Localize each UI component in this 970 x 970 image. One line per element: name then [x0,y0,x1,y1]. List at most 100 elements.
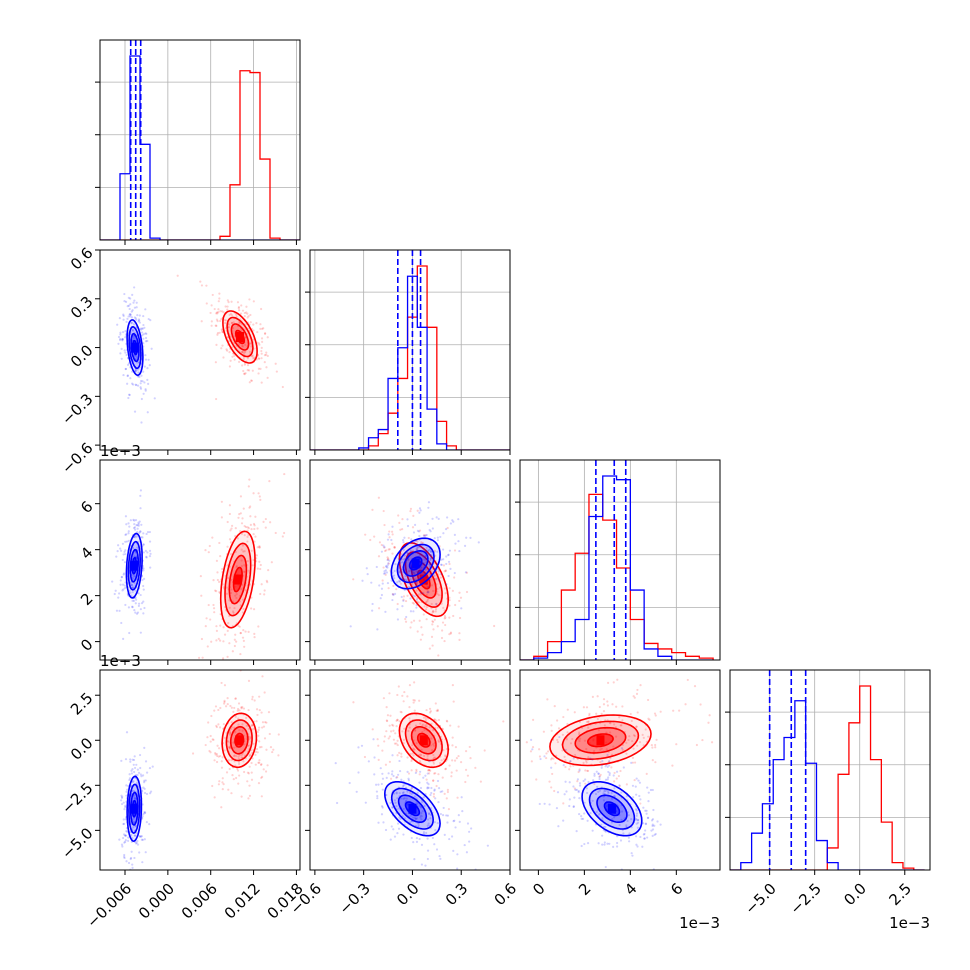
scatter-point [224,319,228,322]
scatter-point [392,584,395,587]
scatter-point [247,485,250,488]
scatter-point [235,566,238,569]
scatter-point [545,752,548,755]
scatter-point [199,280,202,283]
scatter-point [415,742,418,745]
scatter-point [264,721,267,724]
scatter-point [123,292,126,296]
panel-frame [99,459,301,661]
scatter-point [639,684,642,687]
scatter-point [436,726,439,729]
scatter-point [638,741,642,744]
scatter-point [223,318,226,322]
scatter-point [255,747,259,751]
scatter-point [430,556,433,560]
scatter-point [433,744,436,748]
scatter-point [607,770,610,774]
scatter-point [133,755,136,758]
scatter-point [402,833,405,836]
scatter-point [426,818,430,821]
scatter-point [118,838,121,841]
scatter-point [402,598,405,601]
scatter-point [556,719,559,722]
scatter-point [251,369,254,372]
scatter-point [140,379,143,383]
scatter-point [654,746,657,749]
scatter-point [138,531,141,534]
scatter-point [137,524,140,527]
scatter-point [413,681,416,684]
scatter-point [450,771,453,774]
scatter-point [578,769,581,772]
scatter-point [415,570,418,573]
scatter-point [563,793,566,796]
scatter-point [564,780,567,783]
scatter-point [410,787,414,790]
scatter-point [543,755,546,758]
scatter-point [639,802,642,805]
scatter-point [133,582,136,585]
scatter-point [406,524,410,528]
scatter-point [386,714,390,717]
scatter-point [407,772,411,775]
scatter-point [556,738,559,742]
scatter-point [601,834,604,837]
scatter-point [226,740,230,743]
scatter-point [135,301,138,304]
scatter-point [232,755,236,758]
scatter-point [129,297,132,300]
scatter-point [402,784,405,787]
scatter-point [432,779,435,782]
scatter-point [260,745,263,749]
scatter-point [428,726,431,729]
scatter-point [437,787,441,790]
scatter-point [432,743,435,746]
scatter-point [243,570,246,574]
scatter-point [468,840,471,843]
scatter-point [426,522,429,525]
scatter-point [411,571,414,574]
scatter-point [401,518,404,521]
scatter-point [375,783,378,786]
scatter-point [230,553,233,556]
scatter-point [125,860,128,863]
scatter-point [143,779,146,782]
scatter-point [556,791,560,794]
scatter-point [410,621,413,624]
scatter-point [272,748,275,751]
scatter-point [235,315,238,318]
scatter-point [115,555,118,558]
scatter-point [432,610,435,613]
scatter-point [141,790,144,793]
scatter-point [122,573,125,576]
scatter-point [575,788,578,791]
scatter-point [123,856,126,860]
scatter-point [432,753,435,757]
scatter-point [453,819,456,822]
scatter-point [413,523,417,526]
scatter-point [464,780,467,784]
scatter-point [600,823,603,826]
scatter-point [212,738,215,741]
scatter-point [130,316,134,319]
scatter-point [234,527,237,530]
scatter-point [648,718,651,721]
scatter-point [586,791,589,795]
scatter-point [442,806,445,810]
scatter-point [412,571,415,574]
scatter-point [222,783,225,786]
scatter-point [565,738,568,741]
scatter-point [437,594,440,597]
scatter-point [441,776,444,779]
scatter-point [431,527,434,530]
scatter-point [409,549,412,552]
scatter-point [427,812,431,815]
scatter-point [458,616,462,620]
scatter-point [453,759,457,762]
scatter-point [619,769,622,773]
scatter-point [406,551,409,555]
scatter-point [241,345,245,348]
scatter-point [257,728,260,731]
scatter-point [257,734,260,737]
scatter-point [144,336,148,340]
